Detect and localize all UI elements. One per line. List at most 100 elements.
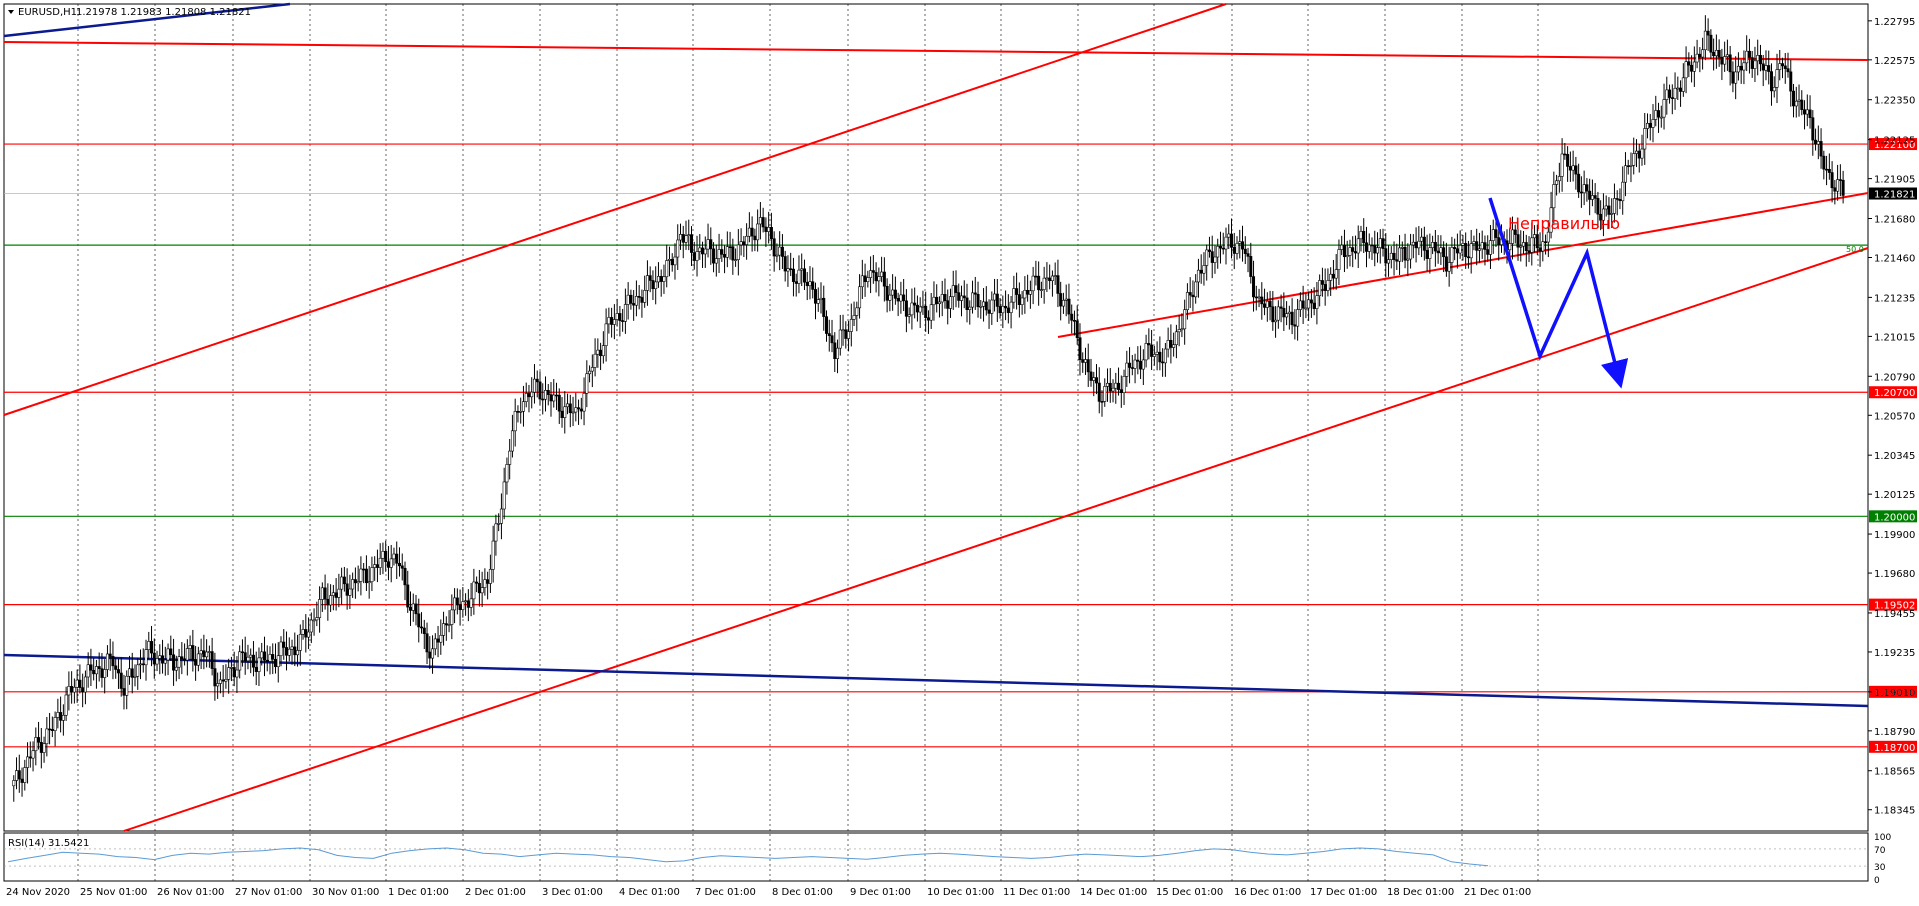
candle-body [659, 276, 663, 282]
candle-body [422, 627, 426, 635]
candle-body [246, 656, 250, 662]
candle-body [1668, 89, 1672, 98]
y-tick-label: 1.21460 [1874, 254, 1915, 265]
candle-body [1243, 248, 1247, 254]
candle-body [442, 623, 446, 636]
candle-body [367, 581, 371, 584]
chart-header: EURUSD,H1 1.21978 1.21983 1.21808 1.2182… [8, 7, 251, 18]
candle-body [1152, 354, 1156, 357]
candle-body [1015, 288, 1019, 295]
candle-body [133, 675, 137, 678]
candle-body [1472, 241, 1476, 244]
candle-body [274, 658, 278, 668]
candle-body [1535, 234, 1539, 249]
candle-body [789, 268, 793, 270]
y-tick-label: 1.19010 [1874, 688, 1915, 699]
candle-body [904, 300, 908, 317]
level-price-box [1869, 685, 1917, 698]
candle-body [1571, 165, 1575, 171]
candle-body [1767, 65, 1771, 72]
candle-body [855, 307, 859, 316]
candle-body [1235, 243, 1239, 254]
candle-body [893, 289, 897, 299]
y-tick-label: 1.22795 [1874, 17, 1915, 28]
candle-body [505, 464, 509, 483]
candle-body [1783, 65, 1787, 69]
candle-body [948, 296, 952, 309]
candle-body [1290, 311, 1294, 326]
candle-body [26, 756, 30, 768]
candle-body [262, 651, 266, 661]
candle-body [1830, 172, 1834, 189]
candle-body [1657, 110, 1661, 118]
candle-body [1106, 382, 1110, 387]
candle-body [1596, 198, 1600, 215]
candle-body [1516, 234, 1520, 248]
candle-body [662, 276, 666, 282]
candle-body [1282, 308, 1286, 318]
candle-body [1125, 362, 1129, 377]
candle-body [475, 581, 479, 584]
candle-body [359, 568, 363, 582]
candle-body [1632, 153, 1636, 166]
candle-body [1673, 87, 1677, 99]
candle-body [984, 301, 988, 311]
candle-body [640, 297, 644, 303]
candle-body [599, 349, 603, 357]
candle-body [1761, 63, 1765, 71]
candle-body [678, 234, 682, 241]
candle-body [279, 641, 283, 657]
candle-body [1061, 300, 1065, 307]
candle-body [381, 550, 385, 559]
candle-body [1224, 236, 1228, 250]
candle-body [147, 641, 151, 650]
candle-body [849, 319, 853, 332]
candle-body [285, 647, 289, 656]
candle-body [805, 281, 809, 287]
candle-body [543, 390, 547, 400]
candle-body [1811, 117, 1815, 141]
candle-body [1637, 150, 1641, 159]
candle-body [224, 679, 228, 682]
candle-body [238, 651, 242, 671]
candle-body [1020, 297, 1024, 305]
candle-body [1417, 240, 1421, 249]
candle-body [962, 295, 966, 299]
candle-body [89, 664, 93, 671]
candle-body [731, 246, 735, 261]
candle-body [386, 561, 390, 568]
candle-body [1216, 245, 1220, 258]
candle-body [265, 659, 269, 662]
candle-body [1577, 173, 1581, 193]
candle-body [240, 651, 244, 654]
candle-body [1464, 243, 1468, 258]
candle-body [188, 645, 192, 649]
candle-body [541, 398, 545, 401]
candle-body [582, 392, 586, 412]
candle-body [163, 659, 167, 664]
candle-body [1364, 242, 1368, 252]
candle-body [1205, 249, 1209, 266]
candle-body [577, 407, 581, 410]
x-tick-label: 21 Dec 01:00 [1464, 887, 1531, 898]
y-tick-label: 1.19235 [1874, 648, 1915, 659]
candle-body [75, 679, 79, 688]
candle-body [183, 658, 187, 661]
candle-body [1488, 240, 1492, 255]
candle-body [260, 651, 264, 659]
candle-body [513, 411, 517, 432]
candle-body [1169, 339, 1173, 348]
candle-body [502, 481, 506, 510]
candle-body [1533, 234, 1537, 239]
candle-body [756, 223, 760, 241]
candle-body [1285, 313, 1289, 318]
candle-body [61, 714, 65, 721]
y-tick-label: 1.18790 [1874, 727, 1915, 738]
candle-body [50, 729, 54, 731]
candle-body [1511, 229, 1515, 244]
candle-body [1494, 229, 1498, 238]
candle-body [1629, 165, 1633, 167]
candle-body [596, 349, 600, 355]
candle-body [1304, 307, 1308, 310]
